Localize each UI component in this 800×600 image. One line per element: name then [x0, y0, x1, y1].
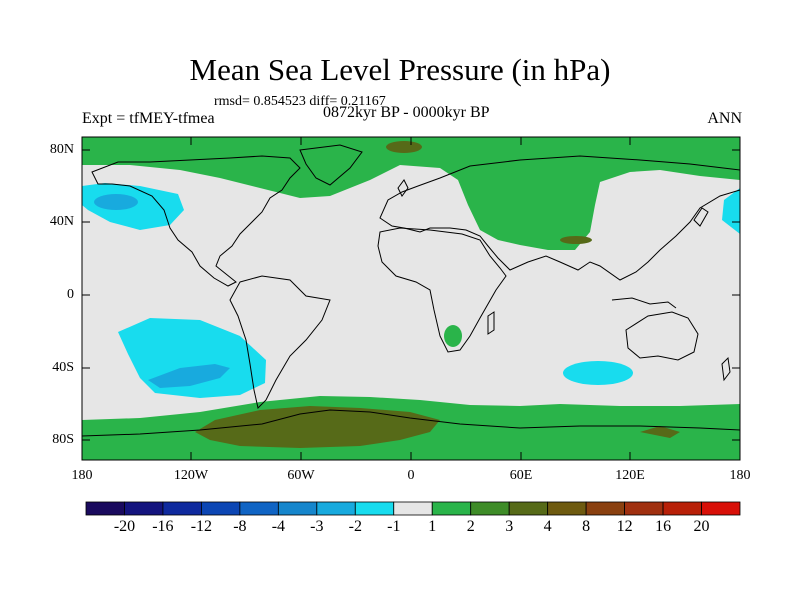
arctic-positive-region — [82, 137, 740, 250]
colorbar-swatch-16 — [701, 501, 741, 516]
coastline-uk — [397, 179, 409, 197]
lon-tick-180e: 180 — [729, 468, 751, 483]
experiment-label: Expt = tfMEY-tfmea — [82, 110, 215, 127]
colorbar-label-3: -8 — [233, 518, 247, 535]
colorbar-label-10: 3 — [505, 518, 514, 535]
indian-ocean-negative — [563, 361, 633, 385]
africa-positive-region — [444, 325, 462, 347]
colorbar-swatch-12 — [547, 501, 587, 516]
lat-tick-40n: 40N — [49, 214, 74, 229]
stats-subtitle: rmsd= 0.854523 diff= 0.21167 — [214, 94, 386, 109]
season-label: ANN — [707, 110, 742, 127]
lon-tick-60w: 60W — [287, 468, 315, 483]
period-label: 0872kyr BP - 0000kyr BP — [323, 104, 490, 121]
lat-tick-0: 0 — [67, 287, 74, 302]
lat-tick-40s: 40S — [52, 360, 74, 375]
colorbar-label-14: 16 — [655, 518, 672, 535]
asia-neutral-island — [598, 180, 660, 196]
lat-tick-80n: 80N — [49, 142, 74, 157]
coastline-australia — [625, 311, 699, 361]
lon-tick-0: 0 — [407, 468, 415, 483]
colorbar-label-8: 1 — [428, 518, 437, 535]
coastline-north-america — [91, 155, 301, 287]
south-pacific-strong-negative — [148, 364, 230, 388]
colorbar-swatch-2 — [162, 501, 202, 516]
colorbar-swatch-5 — [277, 501, 318, 516]
coastline-madagascar — [487, 311, 495, 335]
colorbar-label-9: 2 — [466, 518, 475, 535]
lon-tick-120w: 120W — [173, 468, 209, 483]
chart-title: Mean Sea Level Pressure (in hPa) — [189, 52, 611, 87]
coastline-south-america — [229, 275, 331, 409]
colorbar-label-1: -16 — [152, 518, 174, 535]
colorbar-swatch-13 — [585, 501, 625, 516]
coastline-antarctica — [82, 409, 740, 437]
coastline-indonesia — [611, 297, 677, 309]
colorbar-label-12: 8 — [582, 518, 591, 535]
colorbar-swatch-3 — [201, 501, 241, 516]
coastline-japan — [693, 207, 709, 227]
colorbar-swatch-9 — [431, 501, 472, 516]
antarctic-strong-positive-small — [640, 426, 680, 438]
colorbar-label-5: -3 — [310, 518, 324, 535]
colorbar — [85, 501, 741, 516]
colorbar-swatch-15 — [662, 501, 702, 516]
north-pacific-strong-negative — [94, 194, 138, 210]
asia-strong-positive — [560, 236, 592, 244]
colorbar-swatch-6 — [316, 501, 356, 516]
coastline-greenland — [299, 144, 363, 186]
lon-tick-120e: 120E — [615, 468, 645, 483]
colorbar-label-2: -12 — [190, 518, 213, 535]
colorbar-swatch-0 — [85, 501, 125, 516]
coastline-europe-asia — [379, 155, 740, 281]
lat-tick-80s: 80S — [52, 432, 74, 447]
colorbar-swatch-10 — [470, 501, 510, 516]
colorbar-label-7: -1 — [387, 518, 401, 535]
colorbar-label-11: 4 — [543, 518, 552, 535]
coastline-africa — [377, 227, 507, 353]
colorbar-label-0: -20 — [113, 518, 136, 535]
arctic-strong-positive — [386, 141, 422, 153]
colorbar-swatch-4 — [239, 501, 279, 516]
colorbar-swatch-1 — [124, 501, 164, 516]
colorbar-label-13: 12 — [616, 518, 633, 535]
colorbar-label-6: -2 — [348, 518, 362, 535]
colorbar-label-4: -4 — [271, 518, 286, 535]
coastline-new-zealand — [721, 356, 731, 382]
colorbar-swatch-8 — [393, 501, 433, 516]
antarctic-strong-positive — [195, 406, 440, 448]
axis-ticks — [82, 137, 740, 460]
colorbar-swatch-14 — [624, 501, 664, 516]
coastlines — [82, 144, 740, 437]
lon-tick-60e: 60E — [509, 468, 533, 483]
colorbar-swatch-7 — [354, 501, 395, 516]
colorbar-swatch-11 — [508, 501, 549, 516]
map-plot-area — [82, 137, 740, 460]
colorbar-label-15: 20 — [693, 518, 710, 535]
lon-tick-180w: 180 — [71, 468, 93, 483]
